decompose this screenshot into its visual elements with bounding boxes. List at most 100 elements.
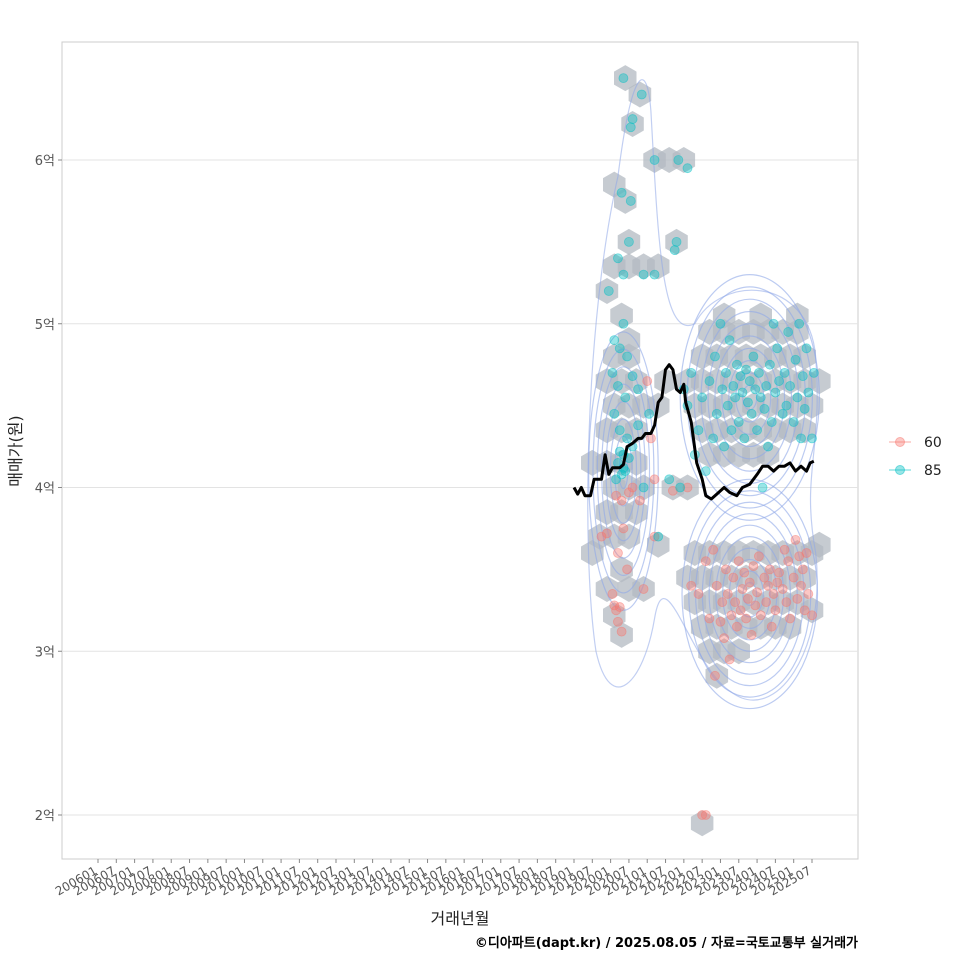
point-85 [735, 371, 746, 382]
density-contour [707, 323, 793, 472]
point-60 [616, 495, 627, 506]
point-85 [783, 327, 794, 337]
point-60 [744, 577, 755, 588]
point-85 [770, 387, 781, 398]
density-contour [715, 536, 785, 652]
point-85 [614, 343, 625, 354]
hexbin-cell [610, 556, 633, 583]
density-contour [693, 298, 807, 497]
point-85 [636, 89, 647, 100]
y-tick-label: 5억 [35, 318, 55, 333]
point-85 [743, 397, 753, 408]
hexbin-cell [632, 576, 655, 602]
y-axis-title: 매매가(원) [6, 415, 25, 486]
point-60 [719, 633, 730, 644]
density-contour [714, 335, 786, 460]
point-85 [633, 420, 643, 431]
point-60 [611, 490, 622, 501]
point-85 [717, 384, 728, 395]
point-60 [649, 531, 660, 542]
point-60 [686, 580, 697, 591]
point-85 [726, 425, 737, 436]
point-60 [759, 572, 770, 583]
point-60 [697, 810, 708, 820]
point-60 [764, 564, 775, 575]
density-contour [735, 372, 765, 423]
point-85 [808, 367, 819, 378]
point-85 [799, 403, 810, 414]
hexbin-cell [610, 621, 633, 648]
hexbin-cell [617, 327, 641, 354]
point-60 [796, 580, 806, 591]
point-85 [618, 73, 629, 84]
hexbin-cell [614, 187, 637, 214]
density-contour [735, 570, 764, 618]
point-85 [622, 433, 632, 444]
point-85 [664, 474, 675, 485]
point-85 [781, 400, 792, 411]
point-85 [625, 196, 636, 206]
point-60 [622, 564, 632, 575]
point-85 [618, 318, 629, 329]
point-85 [777, 408, 788, 419]
point-60 [624, 487, 634, 498]
point-85 [759, 403, 770, 414]
point-60 [611, 605, 622, 616]
point-60 [772, 577, 783, 588]
point-60 [618, 523, 629, 534]
density-contour [596, 366, 651, 577]
point-60 [726, 610, 737, 621]
point-60 [627, 482, 638, 493]
hexbin-cell [778, 613, 802, 640]
point-85 [614, 446, 625, 457]
hexbin-cell [690, 810, 714, 837]
point-60 [717, 597, 728, 608]
density-contour-outer [587, 79, 818, 701]
hexbin-cell [647, 531, 670, 558]
point-60 [704, 613, 715, 624]
point-60 [596, 531, 607, 542]
point-85 [673, 155, 684, 165]
point-60 [700, 556, 711, 567]
density-contour [742, 581, 758, 606]
point-60 [667, 485, 678, 496]
point-60 [768, 589, 779, 599]
point-85 [794, 318, 805, 329]
point-85 [790, 354, 801, 365]
point-60 [638, 584, 649, 594]
legend-key-85-marker [895, 465, 905, 475]
point-85 [653, 531, 664, 542]
point-85 [710, 351, 720, 362]
point-60 [613, 548, 623, 558]
point-85 [766, 417, 777, 427]
point-85 [774, 376, 784, 386]
point-85 [764, 359, 775, 370]
point-85 [708, 433, 719, 444]
point-60 [741, 613, 751, 624]
density-contour [686, 286, 813, 509]
hexbin-cell [581, 540, 604, 566]
point-60 [754, 551, 764, 562]
trend-line [572, 363, 815, 501]
point-85 [792, 392, 803, 403]
point-85 [732, 359, 742, 370]
point-60 [708, 544, 719, 555]
point-60 [649, 474, 660, 485]
point-60 [766, 621, 777, 632]
point-85 [719, 441, 730, 452]
hexbin-cell [672, 147, 696, 173]
density-contour [679, 274, 820, 521]
point-85 [625, 122, 636, 133]
point-60 [748, 561, 759, 571]
point-60 [783, 556, 794, 567]
point-85 [613, 381, 623, 391]
point-85 [613, 253, 623, 264]
point-85 [741, 364, 751, 375]
y-tick-label: 4억 [35, 482, 55, 497]
point-60 [700, 810, 711, 820]
point-85 [746, 408, 757, 419]
point-85 [638, 269, 649, 280]
point-60 [777, 584, 788, 594]
hexbin-cell [654, 368, 677, 395]
